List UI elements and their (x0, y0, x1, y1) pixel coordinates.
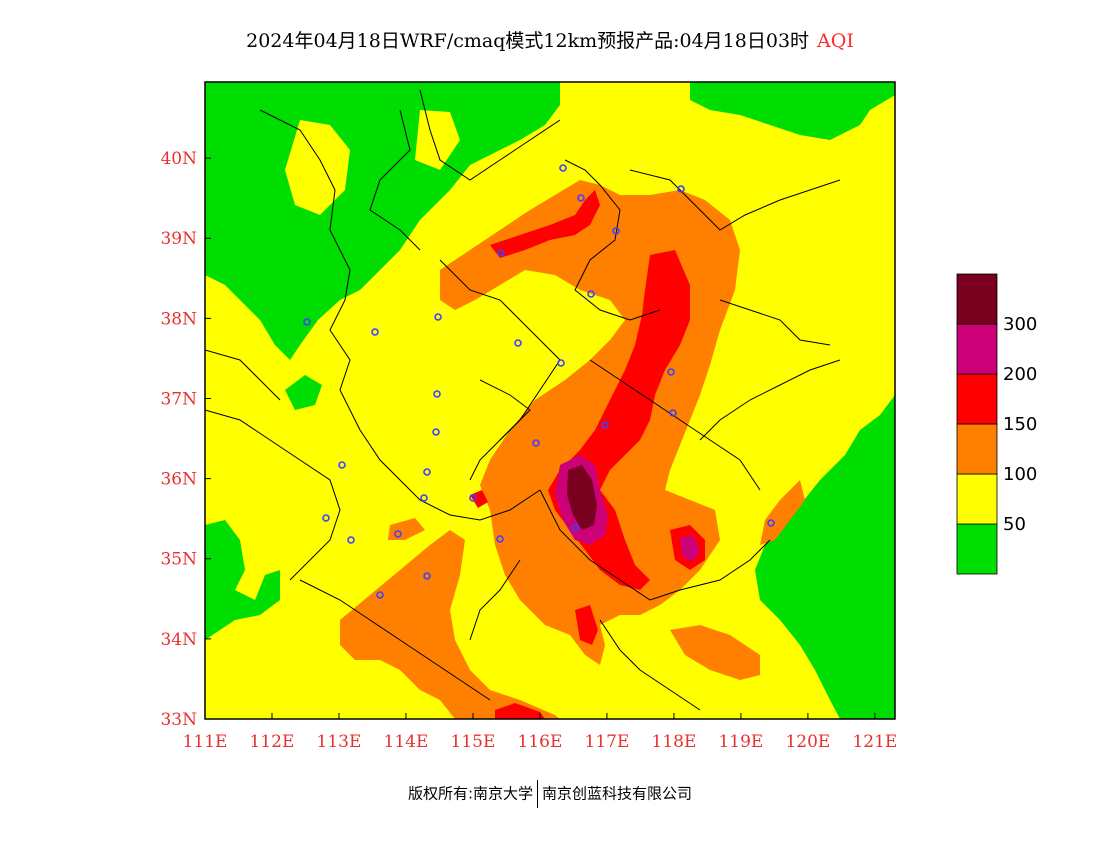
legend-label: 100 (1003, 464, 1037, 485)
aqi-field (205, 82, 895, 719)
latitude-axis: 33N 34N 35N 36N 37N 38N 39N 40N (160, 149, 211, 730)
city-marker (669, 409, 677, 417)
legend-color-box (956, 273, 998, 325)
city-marker (496, 535, 504, 543)
title-main: 2024年04月18日WRF/cmaq模式12km预报产品:04月18日03时 (246, 30, 810, 52)
lat-tick-label: 33N (160, 710, 197, 730)
city-marker (303, 318, 311, 326)
green-area-southeast-sea (755, 395, 895, 719)
map-title: 2024年04月18日WRF/cmaq模式12km预报产品:04月18日03时 A… (0, 26, 1100, 53)
company-text: 南京创蓝科技有限公司 (542, 784, 693, 803)
city-marker (532, 439, 540, 447)
copyright-text: 版权所有:南京大学 (407, 784, 534, 803)
lon-tick-label: 113E (317, 732, 362, 752)
city-marker (338, 461, 346, 469)
lat-tick-label: 37N (160, 389, 197, 409)
green-area-northeast (690, 82, 895, 140)
map-frame (204, 81, 896, 720)
legend-label: 200 (1003, 364, 1037, 385)
aqi-150-200-area-south (575, 605, 598, 645)
city-marker (601, 421, 609, 429)
lon-tick-label: 114E (384, 732, 429, 752)
lon-tick-label: 112E (250, 732, 295, 752)
legend-color-box (956, 423, 998, 475)
city-marker (767, 519, 775, 527)
longitude-axis: 111E 112E 113E 114E 115E 116E 117E 118E 119E 120E… (183, 713, 897, 752)
legend-label: 300 (1003, 314, 1037, 335)
city-marker (559, 164, 567, 172)
city-marker (434, 313, 442, 321)
legend-label: 150 (1003, 414, 1037, 435)
boundary-lines (205, 89, 841, 711)
yellow-patch-northwest (285, 120, 350, 215)
city-marker (667, 368, 675, 376)
lat-tick-label: 39N (160, 229, 197, 249)
city-markers (303, 164, 775, 599)
aqi-legend: 50 100 150 200 300 (956, 273, 1037, 575)
city-marker (423, 572, 431, 580)
city-marker (514, 339, 522, 347)
lat-tick-label: 36N (160, 470, 197, 490)
green-area-southwest (205, 520, 280, 640)
lat-tick-label: 34N (160, 630, 197, 650)
city-marker (420, 494, 428, 502)
city-marker (347, 536, 355, 544)
aqi-150-200-area-north (490, 190, 600, 258)
lon-tick-label: 118E (652, 732, 697, 752)
lon-tick-label: 111E (183, 732, 228, 752)
lat-tick-label: 40N (160, 149, 197, 169)
city-marker (469, 494, 477, 502)
city-marker (612, 227, 620, 235)
lon-tick-label: 121E (852, 732, 897, 752)
city-marker (571, 524, 579, 532)
footer: 版权所有:南京大学 南京创蓝科技有限公司 (0, 780, 1100, 808)
yellow-patch-north (415, 110, 460, 170)
city-marker (577, 194, 585, 202)
city-marker (376, 591, 384, 599)
aqi-100-150-area-west (388, 518, 425, 540)
city-marker (432, 428, 440, 436)
city-marker (677, 185, 685, 193)
city-marker (497, 249, 505, 257)
lon-tick-label: 116E (518, 732, 563, 752)
green-patch-west (285, 375, 322, 410)
city-marker (423, 468, 431, 476)
aqi-100-150-area-coast (760, 480, 805, 545)
legend-color-box (956, 523, 998, 575)
title-variable: AQI (817, 30, 854, 52)
lon-tick-label: 117E (585, 732, 630, 752)
aqi-150-200-area-southwest (495, 703, 545, 719)
city-marker (371, 328, 379, 336)
aqi-150-200-area-spot (470, 490, 488, 508)
legend-color-box (956, 323, 998, 375)
city-marker (322, 514, 330, 522)
city-marker (587, 290, 595, 298)
aqi-100-150-area-east (670, 625, 760, 680)
aqi-over-300-area (567, 465, 597, 530)
lon-tick-label: 120E (785, 732, 830, 752)
aqi-100-150-area-south (340, 530, 560, 719)
legend-label: 50 (1003, 514, 1026, 535)
city-marker (394, 530, 402, 538)
legend-color-box (956, 373, 998, 425)
footer-separator (537, 780, 539, 808)
lat-tick-label: 38N (160, 309, 197, 329)
lon-tick-label: 119E (718, 732, 763, 752)
aqi-200-300-area-east (680, 535, 700, 562)
city-marker (557, 359, 565, 367)
lon-tick-label: 115E (451, 732, 496, 752)
legend-color-box (956, 473, 998, 525)
city-marker (433, 390, 441, 398)
lat-tick-label: 35N (160, 550, 197, 570)
